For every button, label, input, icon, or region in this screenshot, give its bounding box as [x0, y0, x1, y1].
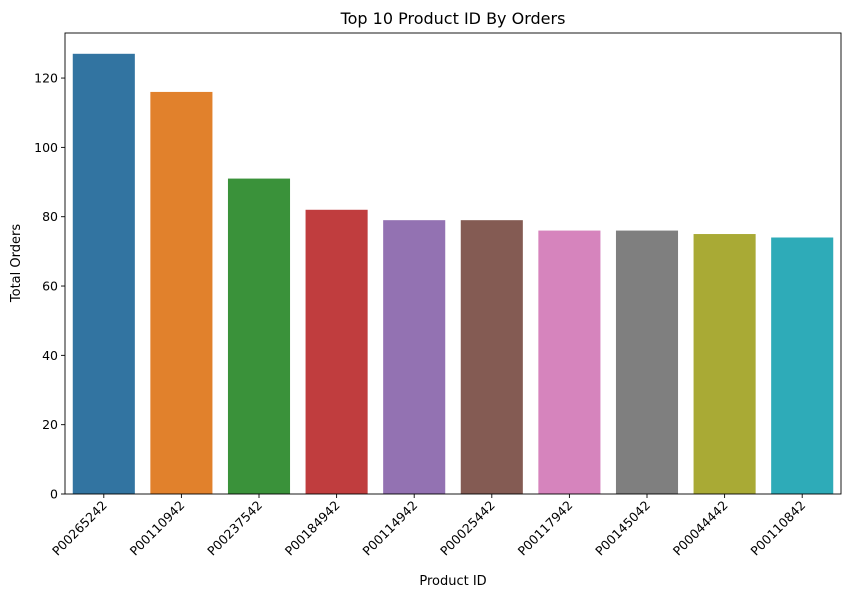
y-tick-label: 20 [42, 417, 58, 432]
y-tick-label: 0 [50, 487, 58, 502]
bar-P00044442 [693, 234, 756, 494]
y-tick-label: 120 [34, 71, 58, 86]
y-axis-ticks: 0 20 40 60 80 100 120 [34, 71, 65, 502]
bar-P00184942 [305, 209, 368, 495]
y-axis-label: Total Orders [9, 224, 24, 303]
chart-title: Top 10 Product ID By Orders [340, 9, 566, 28]
y-tick-label: 40 [42, 348, 58, 363]
bar-P00265242 [72, 53, 135, 494]
bar-P00117942 [538, 230, 601, 495]
bars-layer [72, 53, 834, 495]
bar-P00145042 [615, 230, 679, 495]
bar-P00025442 [460, 220, 523, 495]
bar-P00110842 [771, 237, 834, 494]
bar-P00110942 [150, 91, 213, 495]
plot-frame [64, 32, 842, 495]
x-axis-label: Product ID [419, 574, 486, 589]
y-tick-label: 100 [34, 140, 58, 155]
bar-P00114942 [383, 220, 446, 495]
bar-P00237542 [227, 178, 291, 494]
y-tick-label: 80 [42, 209, 58, 224]
y-tick-label: 60 [42, 279, 58, 294]
